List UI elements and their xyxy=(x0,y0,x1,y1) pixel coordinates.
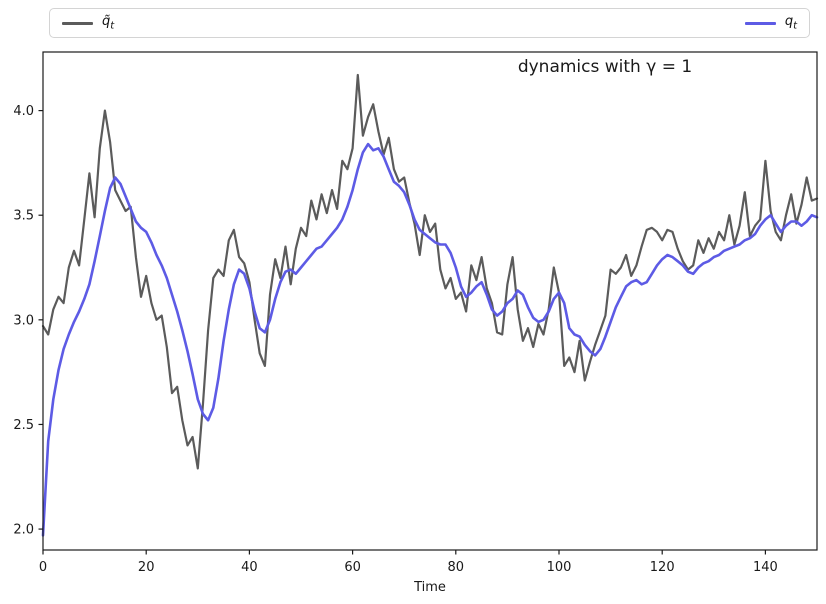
axis-tick-labels: 0 20 40 60 80 100 120 140 2.0 2.5 3.0 3.5 4.0 xyxy=(13,104,778,575)
series-line-q xyxy=(41,142,819,537)
series-lines xyxy=(41,73,819,537)
y-tick-label: 4.0 xyxy=(13,104,34,119)
y-tick-label: 2.0 xyxy=(13,523,34,538)
x-tick-label: 60 xyxy=(344,560,361,575)
x-tick-label: 80 xyxy=(448,560,465,575)
plot-title: dynamics with γ = 1 xyxy=(517,57,693,77)
legend-item-qtilde: q̃t xyxy=(62,15,114,32)
y-tick-label: 3.0 xyxy=(13,313,34,328)
qtilde-line-sample-icon xyxy=(62,21,93,25)
series-line-qtilde xyxy=(41,73,819,470)
y-tick-label: 3.5 xyxy=(13,209,34,224)
legend-item-q: qt xyxy=(744,13,797,32)
axes-frame xyxy=(42,51,818,551)
legend-label-q: qt xyxy=(784,13,797,32)
y-tick-label: 2.5 xyxy=(13,418,34,433)
x-tick-label: 100 xyxy=(547,560,572,575)
legend-label-qtilde: q̃t xyxy=(102,13,115,32)
x-tick-label: 20 xyxy=(138,560,155,575)
x-tick-label: 40 xyxy=(241,560,258,575)
plot-frame xyxy=(42,51,818,551)
x-tick-label: 140 xyxy=(753,560,778,575)
x-tick-label: 120 xyxy=(650,560,675,575)
q-line-sample-icon xyxy=(744,21,776,25)
axis-ticks xyxy=(38,109,767,555)
legend: q̃t qt xyxy=(49,8,810,38)
x-tick-label: 0 xyxy=(39,560,47,575)
x-axis-label: Time xyxy=(414,580,446,595)
